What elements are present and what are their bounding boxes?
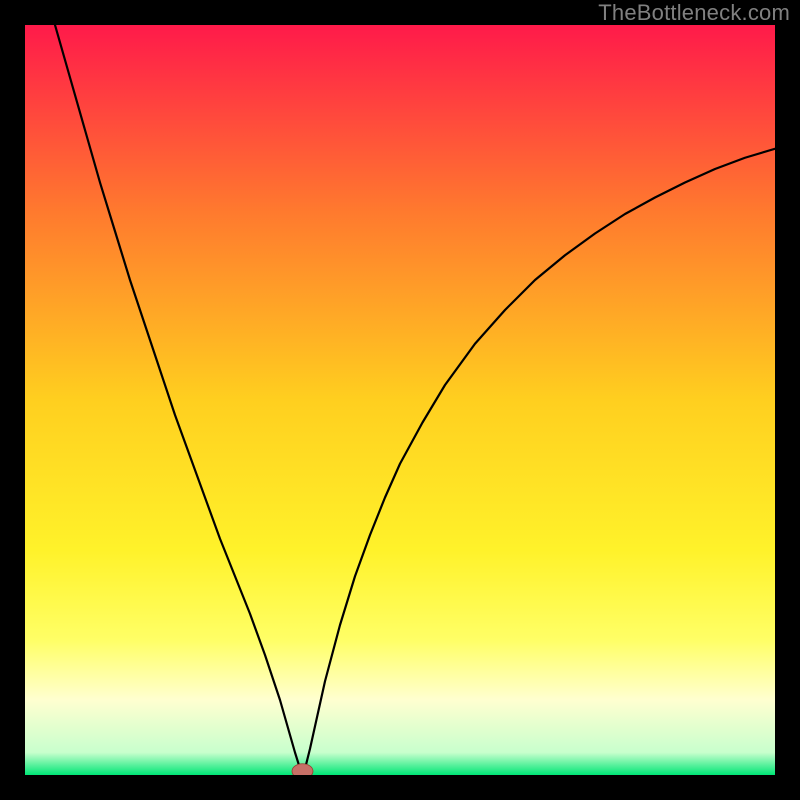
watermark-label: TheBottleneck.com [598,0,790,26]
chart-container: TheBottleneck.com [0,0,800,800]
plot-background [25,25,775,775]
optimum-marker [292,764,313,775]
plot-svg [25,25,775,775]
plot-area [25,25,775,775]
